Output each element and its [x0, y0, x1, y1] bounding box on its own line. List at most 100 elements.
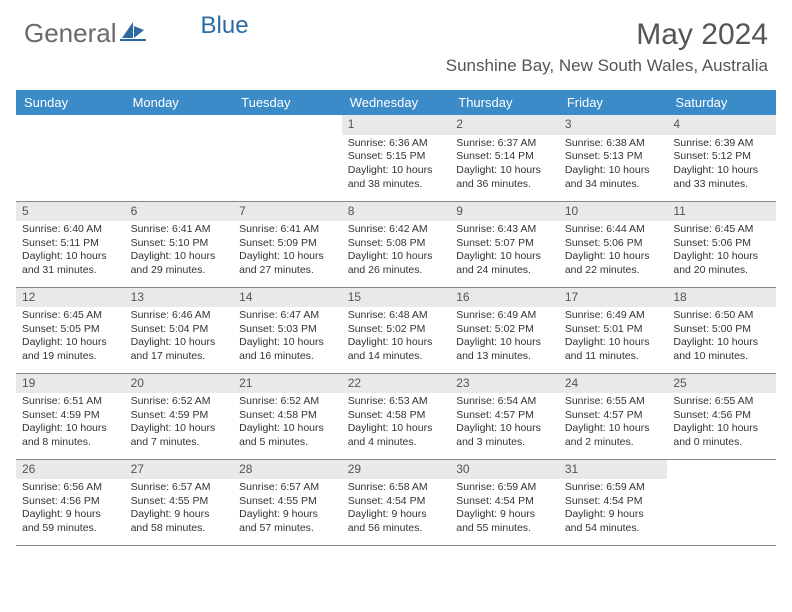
title-block: May 2024 Sunshine Bay, New South Wales, … — [446, 18, 768, 76]
sunrise-text: Sunrise: 6:44 AM — [565, 223, 662, 237]
daylight-text: Daylight: 10 hours and 5 minutes. — [239, 422, 336, 449]
sunrise-text: Sunrise: 6:42 AM — [348, 223, 445, 237]
sunrise-text: Sunrise: 6:45 AM — [673, 223, 770, 237]
calendar-row: 1Sunrise: 6:36 AMSunset: 5:15 PMDaylight… — [16, 115, 776, 201]
sunrise-text: Sunrise: 6:49 AM — [565, 309, 662, 323]
day-body: Sunrise: 6:36 AMSunset: 5:15 PMDaylight:… — [342, 135, 451, 194]
sunrise-text: Sunrise: 6:39 AM — [673, 137, 770, 151]
daylight-text: Daylight: 10 hours and 11 minutes. — [565, 336, 662, 363]
daylight-text: Daylight: 9 hours and 59 minutes. — [22, 508, 119, 535]
daylight-text: Daylight: 10 hours and 13 minutes. — [456, 336, 553, 363]
day-body: Sunrise: 6:42 AMSunset: 5:08 PMDaylight:… — [342, 221, 451, 280]
day-number: 19 — [16, 374, 125, 394]
sunset-text: Sunset: 4:59 PM — [131, 409, 228, 423]
calendar-cell: 2Sunrise: 6:37 AMSunset: 5:14 PMDaylight… — [450, 115, 559, 201]
weekday-header: Sunday — [16, 90, 125, 115]
day-number: 9 — [450, 202, 559, 222]
calendar-cell — [16, 115, 125, 201]
calendar-row: 12Sunrise: 6:45 AMSunset: 5:05 PMDayligh… — [16, 287, 776, 373]
logo: General Blue — [24, 18, 249, 49]
sunrise-text: Sunrise: 6:37 AM — [456, 137, 553, 151]
daylight-text: Daylight: 10 hours and 8 minutes. — [22, 422, 119, 449]
weekday-header: Thursday — [450, 90, 559, 115]
day-body: Sunrise: 6:49 AMSunset: 5:01 PMDaylight:… — [559, 307, 668, 366]
calendar-cell: 12Sunrise: 6:45 AMSunset: 5:05 PMDayligh… — [16, 287, 125, 373]
sunset-text: Sunset: 5:15 PM — [348, 150, 445, 164]
day-body: Sunrise: 6:57 AMSunset: 4:55 PMDaylight:… — [233, 479, 342, 538]
sunset-text: Sunset: 5:01 PM — [565, 323, 662, 337]
sunset-text: Sunset: 5:09 PM — [239, 237, 336, 251]
day-body: Sunrise: 6:46 AMSunset: 5:04 PMDaylight:… — [125, 307, 234, 366]
sunset-text: Sunset: 5:04 PM — [131, 323, 228, 337]
day-number: 8 — [342, 202, 451, 222]
sunset-text: Sunset: 5:13 PM — [565, 150, 662, 164]
day-number: 30 — [450, 460, 559, 480]
day-number: 12 — [16, 288, 125, 308]
calendar-cell: 15Sunrise: 6:48 AMSunset: 5:02 PMDayligh… — [342, 287, 451, 373]
daylight-text: Daylight: 10 hours and 29 minutes. — [131, 250, 228, 277]
sunset-text: Sunset: 4:54 PM — [565, 495, 662, 509]
sunrise-text: Sunrise: 6:57 AM — [131, 481, 228, 495]
daylight-text: Daylight: 10 hours and 20 minutes. — [673, 250, 770, 277]
day-number: 13 — [125, 288, 234, 308]
calendar-cell — [125, 115, 234, 201]
day-body: Sunrise: 6:38 AMSunset: 5:13 PMDaylight:… — [559, 135, 668, 194]
day-number: 18 — [667, 288, 776, 308]
calendar-cell: 6Sunrise: 6:41 AMSunset: 5:10 PMDaylight… — [125, 201, 234, 287]
sunrise-text: Sunrise: 6:59 AM — [565, 481, 662, 495]
daylight-text: Daylight: 10 hours and 27 minutes. — [239, 250, 336, 277]
calendar-cell: 31Sunrise: 6:59 AMSunset: 4:54 PMDayligh… — [559, 459, 668, 545]
daylight-text: Daylight: 10 hours and 17 minutes. — [131, 336, 228, 363]
day-number: 27 — [125, 460, 234, 480]
day-body: Sunrise: 6:47 AMSunset: 5:03 PMDaylight:… — [233, 307, 342, 366]
day-body: Sunrise: 6:40 AMSunset: 5:11 PMDaylight:… — [16, 221, 125, 280]
calendar-cell: 30Sunrise: 6:59 AMSunset: 4:54 PMDayligh… — [450, 459, 559, 545]
day-number: 28 — [233, 460, 342, 480]
sunset-text: Sunset: 5:00 PM — [673, 323, 770, 337]
calendar-cell: 7Sunrise: 6:41 AMSunset: 5:09 PMDaylight… — [233, 201, 342, 287]
day-body: Sunrise: 6:55 AMSunset: 4:57 PMDaylight:… — [559, 393, 668, 452]
sunset-text: Sunset: 4:55 PM — [239, 495, 336, 509]
daylight-text: Daylight: 10 hours and 31 minutes. — [22, 250, 119, 277]
calendar-cell: 8Sunrise: 6:42 AMSunset: 5:08 PMDaylight… — [342, 201, 451, 287]
day-number: 1 — [342, 115, 451, 135]
sunrise-text: Sunrise: 6:49 AM — [456, 309, 553, 323]
sunrise-text: Sunrise: 6:47 AM — [239, 309, 336, 323]
location: Sunshine Bay, New South Wales, Australia — [446, 56, 768, 76]
day-number: 31 — [559, 460, 668, 480]
sunset-text: Sunset: 4:59 PM — [22, 409, 119, 423]
sunrise-text: Sunrise: 6:41 AM — [239, 223, 336, 237]
sunset-text: Sunset: 5:02 PM — [348, 323, 445, 337]
daylight-text: Daylight: 10 hours and 34 minutes. — [565, 164, 662, 191]
weekday-header: Tuesday — [233, 90, 342, 115]
daylight-text: Daylight: 9 hours and 56 minutes. — [348, 508, 445, 535]
day-number: 16 — [450, 288, 559, 308]
sunset-text: Sunset: 4:58 PM — [348, 409, 445, 423]
day-body: Sunrise: 6:52 AMSunset: 4:59 PMDaylight:… — [125, 393, 234, 452]
day-body: Sunrise: 6:43 AMSunset: 5:07 PMDaylight:… — [450, 221, 559, 280]
sunset-text: Sunset: 5:11 PM — [22, 237, 119, 251]
sunset-text: Sunset: 5:02 PM — [456, 323, 553, 337]
day-body: Sunrise: 6:58 AMSunset: 4:54 PMDaylight:… — [342, 479, 451, 538]
day-body: Sunrise: 6:59 AMSunset: 4:54 PMDaylight:… — [559, 479, 668, 538]
calendar-cell: 3Sunrise: 6:38 AMSunset: 5:13 PMDaylight… — [559, 115, 668, 201]
calendar-row: 19Sunrise: 6:51 AMSunset: 4:59 PMDayligh… — [16, 373, 776, 459]
logo-text-general: General — [24, 18, 117, 49]
calendar-cell: 29Sunrise: 6:58 AMSunset: 4:54 PMDayligh… — [342, 459, 451, 545]
day-number: 17 — [559, 288, 668, 308]
day-body: Sunrise: 6:59 AMSunset: 4:54 PMDaylight:… — [450, 479, 559, 538]
sunset-text: Sunset: 4:54 PM — [348, 495, 445, 509]
calendar-cell: 1Sunrise: 6:36 AMSunset: 5:15 PMDaylight… — [342, 115, 451, 201]
calendar-cell: 14Sunrise: 6:47 AMSunset: 5:03 PMDayligh… — [233, 287, 342, 373]
calendar-cell: 5Sunrise: 6:40 AMSunset: 5:11 PMDaylight… — [16, 201, 125, 287]
daylight-text: Daylight: 10 hours and 3 minutes. — [456, 422, 553, 449]
daylight-text: Daylight: 10 hours and 4 minutes. — [348, 422, 445, 449]
month-title: May 2024 — [446, 18, 768, 52]
calendar-cell: 10Sunrise: 6:44 AMSunset: 5:06 PMDayligh… — [559, 201, 668, 287]
sunset-text: Sunset: 4:55 PM — [131, 495, 228, 509]
calendar-cell: 23Sunrise: 6:54 AMSunset: 4:57 PMDayligh… — [450, 373, 559, 459]
daylight-text: Daylight: 10 hours and 38 minutes. — [348, 164, 445, 191]
day-number: 22 — [342, 374, 451, 394]
sunrise-text: Sunrise: 6:55 AM — [565, 395, 662, 409]
day-body: Sunrise: 6:57 AMSunset: 4:55 PMDaylight:… — [125, 479, 234, 538]
